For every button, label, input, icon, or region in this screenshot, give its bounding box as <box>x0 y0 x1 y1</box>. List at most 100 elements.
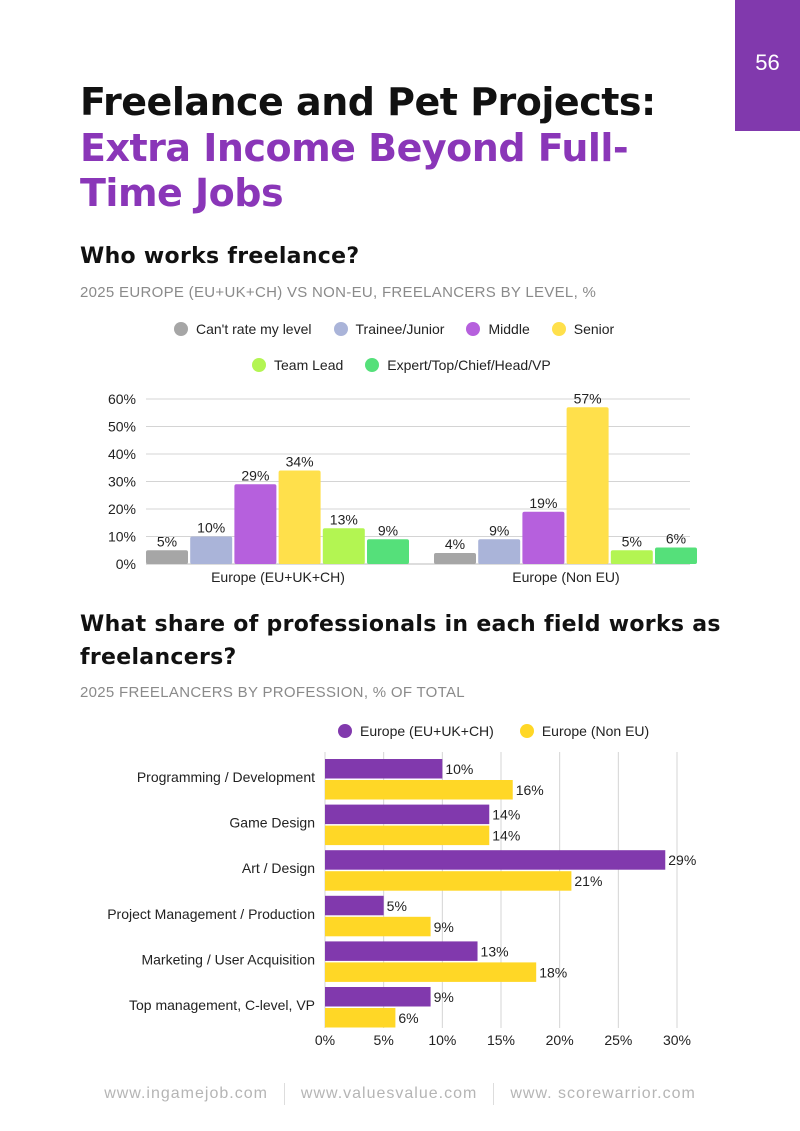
legend-swatch <box>466 322 481 336</box>
data-label: 4% <box>445 536 465 552</box>
chart2-title: What share of professionals in each fiel… <box>80 612 721 670</box>
y-tick-label: 50% <box>108 419 136 435</box>
title-line-2: Extra Income Beyond Full-Time Jobs <box>80 126 629 215</box>
footer-link-ingamejob[interactable]: www.ingamejob.com <box>104 1085 268 1103</box>
chart1-subtitle: 2025 EUROPE (EU+UK+CH) VS NON-EU, FREELA… <box>80 284 597 301</box>
data-label: 14% <box>492 828 520 844</box>
bar-1-5 <box>325 1008 396 1028</box>
bar-5-1 <box>655 547 697 564</box>
bar-1-4 <box>325 962 537 982</box>
y-tick-label: 0% <box>116 556 136 572</box>
x-tick-label: 20% <box>546 1032 574 1048</box>
legend-label: Can't rate my level <box>196 321 312 337</box>
legend-item: Expert/Top/Chief/Head/VP <box>365 357 551 373</box>
data-label: 13% <box>481 943 509 959</box>
legend-swatch <box>551 322 566 336</box>
bar-4-1 <box>610 550 653 564</box>
data-label: 29% <box>668 852 696 868</box>
legend-label: Middle <box>488 321 530 337</box>
data-label: 14% <box>492 807 520 823</box>
bar-2-1 <box>522 511 565 564</box>
legend-label: Trainee/Junior <box>355 321 445 337</box>
legend-item: Europe (EU+UK+CH) <box>338 723 494 739</box>
bar-1-2 <box>325 871 572 891</box>
category-label: Project Management / Production <box>107 906 315 922</box>
bar-0-2 <box>325 850 666 870</box>
legend-swatch <box>519 724 534 738</box>
y-tick-label: 30% <box>108 474 136 490</box>
data-label: 9% <box>378 522 398 538</box>
bar-0-1 <box>325 804 490 825</box>
y-tick-label: 10% <box>108 529 136 545</box>
data-label: 5% <box>622 533 642 549</box>
bar-3-1 <box>566 407 609 564</box>
bar-1-0 <box>190 536 233 564</box>
data-label: 34% <box>286 454 314 470</box>
data-label: 5% <box>387 898 407 914</box>
data-label: 29% <box>241 467 269 483</box>
bar-5-0 <box>367 539 409 564</box>
legend-swatch <box>333 322 348 336</box>
legend-item: Europe (Non EU) <box>519 723 650 739</box>
x-tick-label: 10% <box>428 1032 456 1048</box>
data-label: 9% <box>489 522 509 538</box>
data-label: 6% <box>666 531 686 547</box>
data-label: 9% <box>434 989 454 1005</box>
bar-0-3 <box>325 895 384 916</box>
legend-swatch <box>174 322 188 336</box>
data-label: 19% <box>529 495 557 511</box>
data-label: 18% <box>539 964 567 980</box>
bar-1-1 <box>325 825 490 846</box>
bar-0-5 <box>325 987 431 1007</box>
footer-link-scorewarrior[interactable]: www. scorewarrior.com <box>510 1085 696 1103</box>
legend-label: Team Lead <box>274 357 344 373</box>
data-label: 5% <box>157 533 177 549</box>
y-tick-label: 40% <box>108 446 136 462</box>
category-label: Game Design <box>229 815 315 831</box>
divider <box>493 1083 495 1105</box>
legend-label: Europe (EU+UK+CH) <box>360 723 494 739</box>
legend-item: Can't rate my level <box>174 321 312 337</box>
y-tick-label: 60% <box>108 391 136 407</box>
x-tick-label: 30% <box>663 1032 691 1048</box>
legend-swatch <box>252 358 266 372</box>
bar-3-0 <box>278 470 321 564</box>
bar-2-0 <box>234 484 277 564</box>
data-label: 16% <box>516 782 544 798</box>
footer-link-valuesvalue[interactable]: www.valuesvalue.com <box>300 1085 478 1103</box>
data-label: 6% <box>398 1010 418 1026</box>
x-tick-label: 0% <box>315 1032 335 1048</box>
x-tick-label: 15% <box>487 1032 515 1048</box>
legend-label: Europe (Non EU) <box>541 723 650 739</box>
legend-item: Senior <box>551 321 615 337</box>
bar-1-1 <box>478 539 521 564</box>
divider <box>283 1083 285 1105</box>
bar-0-4 <box>325 941 478 961</box>
chart2-subtitle: 2025 FREELANCERS BY PROFESSION, % OF TOT… <box>80 684 465 701</box>
footer: www.ingamejob.com www.valuesvalue.com www.… <box>0 1083 800 1105</box>
x-category-label: Europe (EU+UK+CH) <box>211 569 345 585</box>
legend-swatch <box>338 724 352 738</box>
category-label: Top management, C-level, VP <box>129 997 315 1013</box>
y-tick-label: 20% <box>108 501 136 517</box>
chart2-legend: Europe (EU+UK+CH) Europe (Non EU) <box>338 723 649 739</box>
legend-item: Team Lead <box>252 357 343 373</box>
data-label: 10% <box>197 520 225 536</box>
category-label: Marketing / User Acquisition <box>141 951 315 967</box>
x-category-label: Europe (Non EU) <box>512 569 619 585</box>
title-line-1: Freelance and Pet Projects: <box>80 80 656 124</box>
bar-0-1 <box>434 553 476 564</box>
legend-swatch <box>365 358 380 372</box>
data-label: 21% <box>574 873 602 889</box>
legend-label: Senior <box>573 321 615 337</box>
data-label: 13% <box>330 511 358 527</box>
chart1-title: Who works freelance? <box>80 244 360 269</box>
legend-item: Trainee/Junior <box>333 321 445 337</box>
category-label: Programming / Development <box>137 769 315 785</box>
bar-4-0 <box>322 528 365 564</box>
data-label: 57% <box>574 390 602 406</box>
chart1-legend-row1: Can't rate my level Trainee/Junior Middle S… <box>174 321 614 337</box>
bar-1-0 <box>325 780 513 800</box>
